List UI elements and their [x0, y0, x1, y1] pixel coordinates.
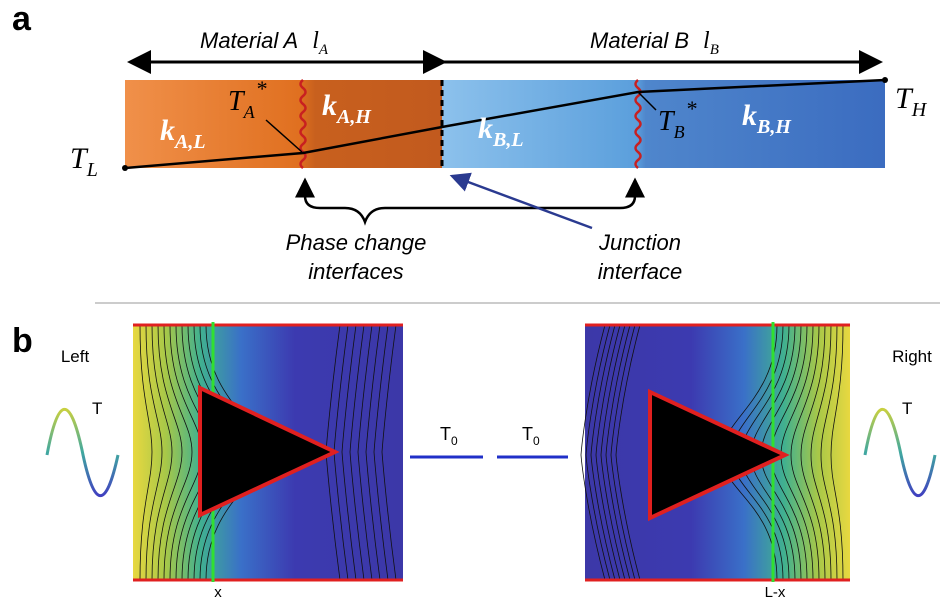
annotation: Phase change — [286, 230, 427, 255]
wave-label: T — [902, 399, 912, 418]
arrow — [452, 176, 592, 228]
sine-wave — [47, 409, 118, 495]
t-high: TH — [895, 82, 928, 121]
panel-label: a — [12, 0, 32, 38]
side-label: Left — [61, 347, 90, 366]
t-low: TL — [70, 142, 98, 181]
side-label: Right — [892, 347, 932, 366]
wave-label: T — [92, 399, 102, 418]
sine-wave — [865, 409, 935, 495]
t0-label: T0 — [440, 424, 458, 448]
point — [122, 165, 128, 171]
panel-label: b — [12, 322, 33, 360]
annotation: interfaces — [308, 259, 403, 284]
annotation: interface — [598, 259, 682, 284]
annotation: Junction — [598, 230, 681, 255]
x-label: x — [214, 584, 222, 601]
brace — [305, 196, 635, 222]
point — [882, 77, 888, 83]
figure: a Material AlA Material BlB TL TH TA* TB… — [0, 0, 946, 608]
x-label: L-x — [765, 584, 786, 601]
t0-label: T0 — [522, 424, 540, 448]
